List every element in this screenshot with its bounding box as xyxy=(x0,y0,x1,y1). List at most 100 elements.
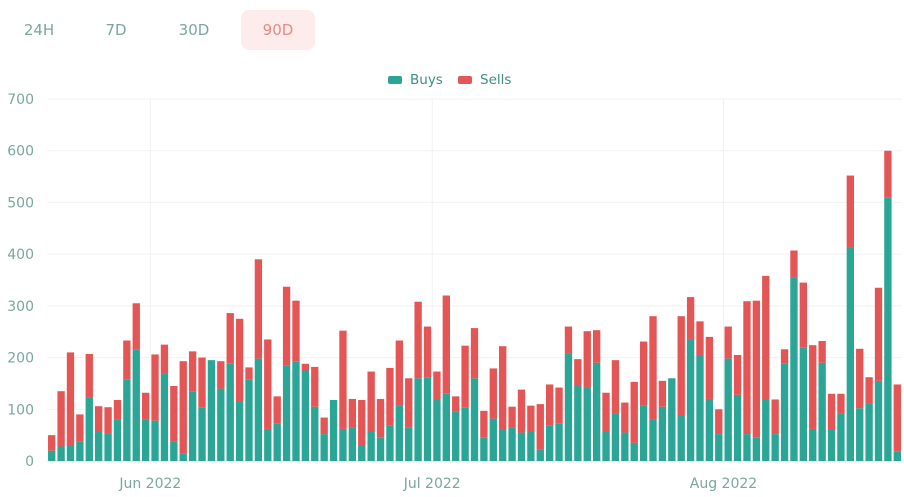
y-tick-label: 300 xyxy=(7,299,34,315)
bar-buys xyxy=(837,413,845,461)
tab-7d[interactable]: 7D xyxy=(105,21,127,39)
bar-buys xyxy=(630,442,638,461)
bar-buys xyxy=(489,418,497,461)
bar-buys xyxy=(546,425,554,461)
bar-sells xyxy=(405,378,413,428)
y-tick-label: 200 xyxy=(7,351,34,367)
bar-buys xyxy=(508,427,516,461)
bar-sells xyxy=(705,336,714,399)
bar-sells xyxy=(66,352,75,446)
bar-buys xyxy=(527,431,535,461)
bar-buys xyxy=(480,437,488,461)
bar-sells xyxy=(376,398,385,438)
y-tick-label: 600 xyxy=(7,144,34,160)
bar-sells xyxy=(893,384,901,452)
bar-sells xyxy=(658,380,667,407)
bar-buys xyxy=(555,423,563,461)
bar-buys xyxy=(574,386,582,461)
bar-sells xyxy=(499,346,507,430)
bar-sells xyxy=(762,275,770,400)
bar-buys xyxy=(517,432,526,461)
bar-buys xyxy=(207,360,216,461)
bar-sells xyxy=(470,328,479,379)
bar-sells xyxy=(696,321,704,355)
bar-sells xyxy=(884,150,892,198)
bar-sells xyxy=(235,318,244,402)
bar-buys xyxy=(743,434,751,461)
bar-buys xyxy=(395,405,403,461)
bar-buys xyxy=(245,379,253,461)
bar-buys xyxy=(85,397,93,461)
bar-sells xyxy=(837,393,845,414)
bar-sells xyxy=(809,345,817,429)
bar-sells xyxy=(348,398,357,428)
bar-sells xyxy=(254,259,263,359)
bar-buys xyxy=(226,363,234,461)
bar-sells xyxy=(780,349,789,364)
bar-buys xyxy=(799,347,808,461)
bar-buys xyxy=(170,441,178,461)
legend-item-sells[interactable]: Sells xyxy=(458,70,528,90)
bar-sells xyxy=(245,367,253,380)
y-tick-label: 400 xyxy=(7,247,34,263)
bar-buys xyxy=(358,445,366,461)
bar-sells xyxy=(630,381,638,443)
bar-buys xyxy=(602,431,610,461)
bar-sells xyxy=(639,341,648,406)
y-tick-label: 0 xyxy=(25,454,34,470)
bar-sells xyxy=(517,389,526,433)
bar-sells xyxy=(546,384,554,426)
legend-item-buys[interactable]: Buys xyxy=(388,70,458,90)
x-tick-label: Jun 2022 xyxy=(118,476,181,492)
bar-buys xyxy=(752,437,761,461)
bar-buys xyxy=(367,431,375,461)
bar-sells xyxy=(301,363,310,371)
bar-buys xyxy=(564,353,573,461)
tab-90d[interactable]: 90D xyxy=(241,10,315,50)
bar-sells xyxy=(743,301,751,435)
bar-buys xyxy=(696,354,704,461)
bar-buys xyxy=(827,429,836,461)
bar-buys xyxy=(874,380,883,461)
timeframe-tabs: 24H 7D 30D 90D xyxy=(0,10,904,50)
tab-30d[interactable]: 30D xyxy=(178,21,210,39)
bar-sells xyxy=(724,326,732,359)
bar-sells xyxy=(113,399,122,420)
bar-sells xyxy=(686,297,695,340)
bar-buys xyxy=(188,391,197,461)
bar-buys xyxy=(818,362,826,461)
tab-24h[interactable]: 24H xyxy=(23,21,55,39)
bar-buys xyxy=(292,361,300,461)
bar-buys xyxy=(639,405,648,461)
bar-buys xyxy=(499,429,507,461)
bar-sells xyxy=(865,377,873,404)
bar-sells xyxy=(395,340,403,406)
y-tick-label: 500 xyxy=(7,195,34,211)
bar-sells xyxy=(85,353,93,398)
bar-buys xyxy=(311,406,319,461)
bar-sells xyxy=(76,414,84,442)
bar-sells xyxy=(508,406,516,428)
bar-buys xyxy=(658,406,667,461)
bar-sells xyxy=(273,396,281,424)
bar-sells xyxy=(733,354,742,395)
bar-buys xyxy=(423,377,432,461)
bar-sells xyxy=(592,330,601,363)
bar-buys xyxy=(339,428,347,461)
bar-buys xyxy=(884,197,892,461)
bar-sells xyxy=(311,366,319,407)
bar-buys xyxy=(104,433,112,461)
bar-sells xyxy=(621,402,629,433)
bar-buys xyxy=(780,363,789,461)
x-tick-label: Jul 2022 xyxy=(403,476,461,492)
bar-sells xyxy=(217,361,225,389)
bar-buys xyxy=(611,413,620,461)
bar-buys xyxy=(320,434,328,461)
bar-sells xyxy=(160,344,169,374)
bar-sells xyxy=(856,348,864,409)
bar-sells xyxy=(339,330,347,429)
bar-buys xyxy=(762,399,770,461)
bar-buys xyxy=(217,388,225,461)
bar-sells xyxy=(264,339,272,429)
